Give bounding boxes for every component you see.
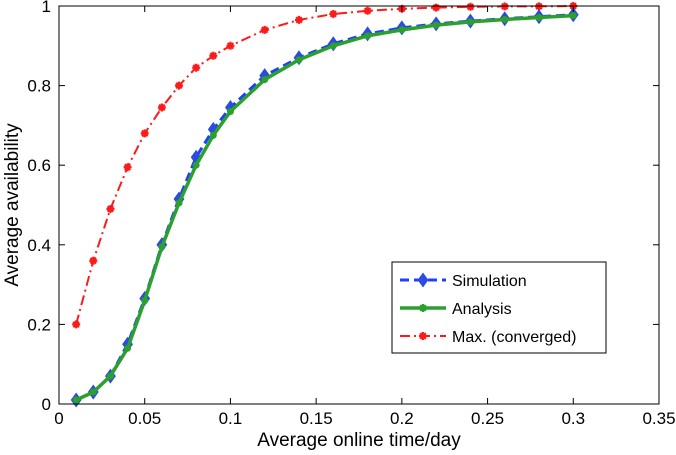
data-point — [106, 372, 114, 380]
data-point — [535, 14, 543, 22]
data-point — [329, 42, 337, 50]
data-point — [569, 12, 577, 20]
data-point — [89, 388, 97, 396]
data-point — [106, 204, 115, 213]
legend-marker — [419, 332, 427, 340]
legend-label: Simulation — [452, 273, 527, 290]
legend-item: Max. (converged) — [400, 329, 577, 346]
data-point — [209, 131, 217, 139]
data-point — [466, 18, 474, 26]
plot-frame — [58, 5, 660, 405]
data-point — [398, 26, 406, 34]
y-tick-label: 1 — [42, 0, 51, 16]
data-point — [175, 199, 183, 207]
data-point — [226, 107, 234, 115]
legend-marker — [417, 272, 429, 288]
series-line — [75, 13, 574, 402]
data-point — [466, 2, 475, 11]
data-point — [175, 81, 183, 90]
data-point — [329, 9, 338, 18]
x-tick-label: 0.15 — [300, 409, 333, 428]
legend-label: Analysis — [452, 301, 512, 318]
x-axis-label: Average online time/day — [257, 430, 461, 451]
data-point — [89, 256, 98, 265]
ticks-layer: 0 0.05 0.1 0.15 0.2 0.25 0.3 0.35 0 0.2 0.4 0.6 0.8 1 — [27, 0, 675, 428]
data-point — [157, 103, 166, 112]
legend-label: Max. (converged) — [452, 329, 577, 346]
data-point — [364, 32, 372, 40]
legend-item: Analysis — [400, 301, 512, 318]
data-point — [123, 163, 132, 172]
data-point — [226, 41, 235, 50]
data-point — [432, 3, 441, 12]
data-point — [141, 297, 149, 305]
x-tick-label: 0 — [54, 409, 63, 428]
x-tick-label: 0.1 — [219, 409, 243, 428]
x-tick-label: 0.2 — [390, 409, 414, 428]
data-point — [260, 25, 269, 34]
data-point — [158, 243, 166, 251]
legend-marker — [419, 304, 427, 312]
series-analysis — [72, 12, 577, 404]
data-point — [209, 51, 218, 60]
data-point — [72, 396, 80, 404]
data-point — [140, 129, 149, 138]
data-point — [295, 15, 303, 24]
x-tick-label: 0.05 — [128, 409, 161, 428]
data-point — [501, 16, 509, 24]
data-point — [124, 344, 132, 352]
data-point — [72, 320, 81, 329]
data-point — [363, 6, 372, 15]
data-point — [192, 63, 201, 72]
y-tick-label: 0.8 — [27, 77, 51, 96]
data-point — [261, 76, 269, 84]
data-point — [192, 161, 200, 169]
data-point — [432, 21, 440, 29]
series-line — [75, 5, 574, 325]
data-point — [295, 56, 303, 64]
y-tick-label: 0.2 — [27, 315, 51, 334]
legend-item: Simulation — [400, 272, 527, 290]
y-tick-label: 0 — [42, 395, 51, 414]
x-tick-label: 0.25 — [471, 409, 504, 428]
y-axis-label: Average availability — [2, 123, 23, 287]
legend-items: Simulation Analysis Max. (converged) — [400, 272, 577, 346]
y-tick-label: 0.4 — [27, 236, 51, 255]
x-tick-label: 0.35 — [642, 409, 675, 428]
y-tick-label: 0.6 — [27, 156, 51, 175]
x-tick-label: 0.3 — [561, 409, 585, 428]
legend: Simulation Analysis Max. (converged) — [391, 261, 607, 354]
